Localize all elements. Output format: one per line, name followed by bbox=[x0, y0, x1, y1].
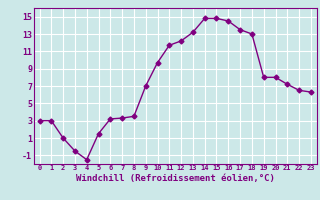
X-axis label: Windchill (Refroidissement éolien,°C): Windchill (Refroidissement éolien,°C) bbox=[76, 174, 275, 183]
